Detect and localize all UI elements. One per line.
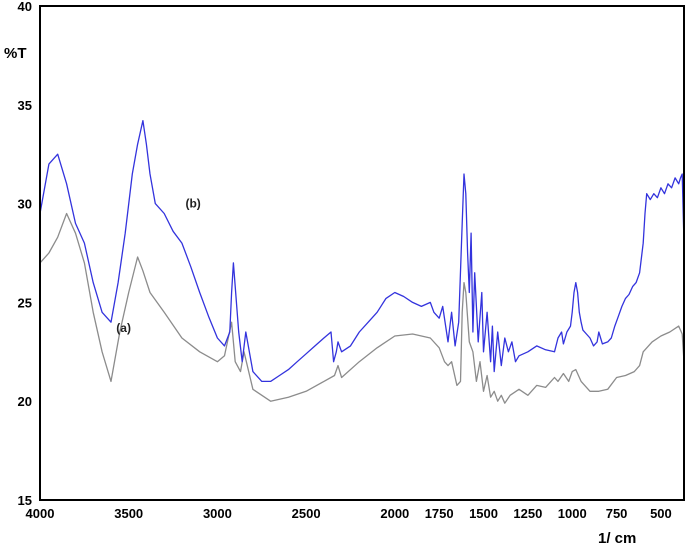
y-tick-label: 15 <box>18 493 32 508</box>
y-tick-label: 30 <box>18 197 32 212</box>
x-tick-label: 1500 <box>469 506 498 521</box>
y-tick-label: 20 <box>18 394 32 409</box>
y-tick-label: 25 <box>18 295 32 310</box>
x-tick-label: 3500 <box>114 506 143 521</box>
series-annotation-b: (b) <box>185 197 200 211</box>
series-annotation-a: (a) <box>116 321 131 335</box>
series-line-a <box>39 212 685 404</box>
x-tick-label: 1000 <box>558 506 587 521</box>
y-axis-label: %T <box>4 45 27 62</box>
x-tick-label: 1250 <box>513 506 542 521</box>
y-tick-label: 40 <box>18 0 32 14</box>
x-tick-label: 1750 <box>425 506 454 521</box>
x-tick-label: 750 <box>606 506 628 521</box>
y-tick-label: 35 <box>18 98 32 113</box>
x-tick-label: 4000 <box>26 506 55 521</box>
x-tick-label: 2000 <box>380 506 409 521</box>
series-line-b <box>39 119 685 383</box>
x-tick-label: 500 <box>650 506 672 521</box>
x-tick-label: 3000 <box>203 506 232 521</box>
plot-frame <box>39 5 685 501</box>
x-tick-label: 2500 <box>292 506 321 521</box>
x-axis-label: 1/ cm <box>598 530 636 545</box>
